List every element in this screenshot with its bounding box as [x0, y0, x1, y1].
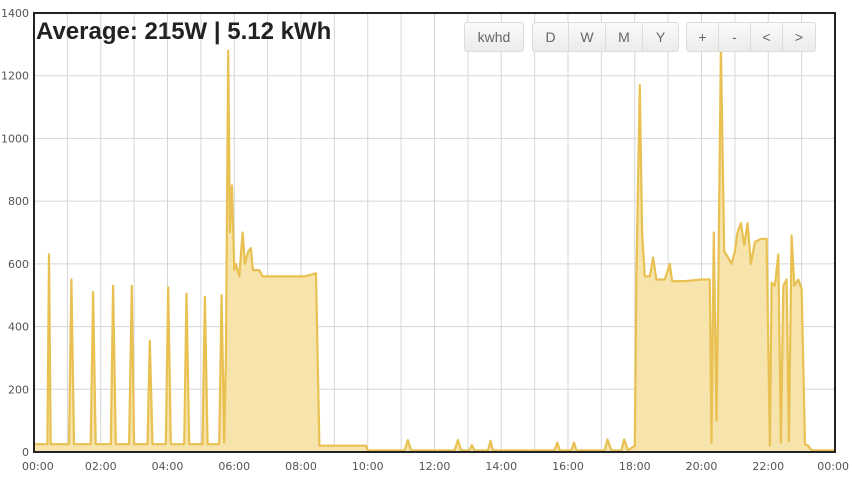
- x-tick-label: 02:00: [85, 460, 117, 473]
- x-tick-label: 12:00: [419, 460, 451, 473]
- zoom-out-button[interactable]: -: [719, 22, 751, 52]
- x-tick-label: 06:00: [218, 460, 250, 473]
- x-tick-label: 16:00: [552, 460, 584, 473]
- year-button[interactable]: Y: [643, 22, 679, 52]
- kwhd-button[interactable]: kwhd: [464, 22, 524, 52]
- pan-right-button[interactable]: >: [783, 22, 816, 52]
- y-tick-label: 400: [8, 321, 29, 334]
- day-button[interactable]: D: [532, 22, 569, 52]
- y-tick-label: 0: [22, 446, 29, 459]
- chart-title: Average: 215W | 5.12 kWh: [36, 18, 332, 45]
- x-tick-label: 00:00: [817, 460, 849, 473]
- y-tick-label: 600: [8, 258, 29, 271]
- plot-frame: [33, 12, 836, 453]
- x-axis-ticks: 00:00 02:00 04:00 06:00 08:00 10:00 12:00 14:00…: [22, 460, 849, 473]
- range-button-group: D W M Y: [532, 22, 679, 52]
- x-tick-label: 22:00: [752, 460, 784, 473]
- y-tick-label: 200: [8, 383, 29, 396]
- y-tick-label: 800: [8, 195, 29, 208]
- y-tick-label: 1200: [1, 70, 29, 83]
- unit-button-group: kwhd: [464, 22, 524, 52]
- x-tick-label: 20:00: [686, 460, 718, 473]
- y-tick-label: 1400: [1, 7, 29, 20]
- x-tick-label: 08:00: [285, 460, 317, 473]
- x-tick-label: 04:00: [152, 460, 184, 473]
- y-tick-label: 1000: [1, 132, 29, 145]
- y-axis-ticks: 0 200 400 600 800 1000 1200 1400: [1, 7, 29, 459]
- x-tick-label: 00:00: [22, 460, 54, 473]
- x-tick-label: 14:00: [485, 460, 517, 473]
- week-button[interactable]: W: [569, 22, 606, 52]
- x-tick-label: 18:00: [619, 460, 651, 473]
- navigation-button-group: + - < >: [686, 22, 816, 52]
- month-button[interactable]: M: [606, 22, 643, 52]
- x-tick-label: 10:00: [352, 460, 384, 473]
- zoom-in-button[interactable]: +: [686, 22, 719, 52]
- power-series-line: [34, 46, 835, 452]
- power-area-fill: [34, 47, 835, 452]
- pan-left-button[interactable]: <: [751, 22, 783, 52]
